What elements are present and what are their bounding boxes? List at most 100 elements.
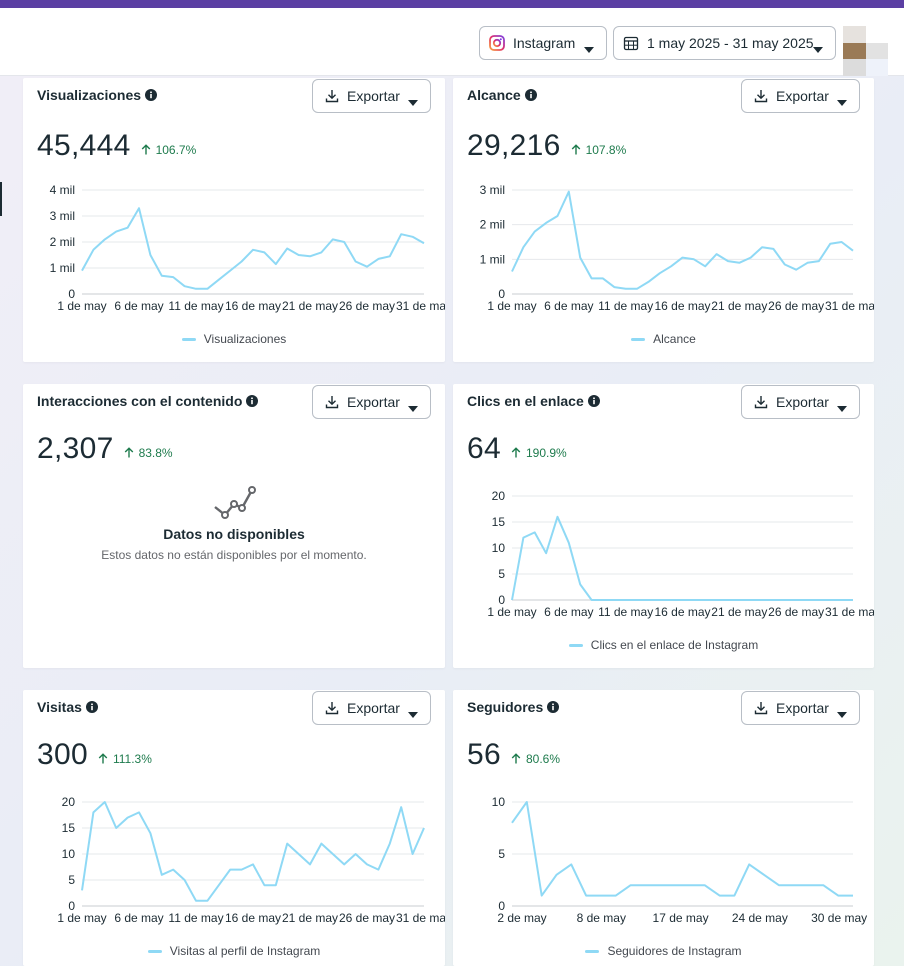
legend-swatch bbox=[568, 643, 583, 647]
x-tick-label: 24 de may bbox=[732, 911, 788, 925]
metric: 64 190.9% bbox=[467, 432, 567, 466]
info-icon[interactable] bbox=[246, 395, 259, 407]
info-icon[interactable] bbox=[547, 701, 560, 713]
x-tick-label: 16 de may bbox=[654, 605, 710, 619]
legend-label: Clics en el enlace de Instagram bbox=[590, 638, 759, 652]
arrow-up-icon bbox=[124, 447, 133, 458]
y-tick-label: 1 mil bbox=[50, 261, 75, 275]
x-tick-label: 31 de may bbox=[396, 299, 445, 313]
card-title-visits: Visitas bbox=[37, 699, 98, 715]
y-tick-label: 20 bbox=[492, 489, 506, 503]
top-accent-stripe bbox=[0, 0, 904, 8]
no-data-chart-icon bbox=[214, 486, 256, 519]
metric-value: 45,444 bbox=[37, 129, 131, 162]
export-button[interactable]: Exportar bbox=[741, 385, 860, 419]
legend-label: Seguidores de Instagram bbox=[607, 944, 742, 958]
info-icon[interactable] bbox=[524, 89, 537, 101]
platform-select-label: Instagram bbox=[513, 35, 576, 51]
y-tick-label: 10 bbox=[492, 795, 506, 809]
platform-select[interactable]: Instagram bbox=[479, 26, 607, 60]
series-line bbox=[81, 207, 425, 290]
download-icon bbox=[325, 701, 339, 715]
date-range-select[interactable]: 1 may 2025 - 31 may 2025 bbox=[613, 26, 836, 60]
card-title-interactions: Interacciones con el contenido bbox=[37, 393, 259, 409]
metric-delta: 80.6% bbox=[511, 752, 560, 766]
card-reach: Alcance Exportar 29,216 107.8% 0 1 mil 2 m… bbox=[453, 78, 874, 362]
x-tick-label: 11 de may bbox=[168, 299, 223, 313]
metric-delta: 111.3% bbox=[98, 752, 152, 766]
card-title-link-clicks: Clics en el enlace bbox=[467, 393, 600, 409]
card-title-text: Visitas bbox=[37, 699, 82, 715]
export-button[interactable]: Exportar bbox=[312, 79, 431, 113]
x-tick-label: 21 de may bbox=[711, 605, 767, 619]
info-icon[interactable] bbox=[145, 89, 158, 101]
line-chart: 0 5 10 2 de may 8 de may 17 de may 24 de may 30… bbox=[492, 795, 868, 925]
x-tick-label: 26 de may bbox=[768, 299, 824, 313]
y-tick-label: 5 bbox=[498, 567, 505, 581]
metric-delta: 83.8% bbox=[124, 446, 173, 460]
y-tick-label: 10 bbox=[62, 847, 76, 861]
info-icon[interactable] bbox=[85, 701, 98, 713]
metric-delta: 106.7% bbox=[141, 142, 197, 157]
chevron-down-icon bbox=[837, 93, 847, 109]
chart-legend: Alcance bbox=[453, 332, 874, 346]
metric-value: 2,307 bbox=[37, 432, 114, 465]
x-tick-label: 1 de may bbox=[487, 605, 536, 619]
chevron-down-icon bbox=[837, 705, 847, 721]
download-icon bbox=[325, 89, 339, 103]
x-tick-label: 17 de may bbox=[653, 911, 709, 925]
x-tick-label: 8 de may bbox=[577, 911, 626, 925]
export-label: Exportar bbox=[347, 700, 400, 716]
y-tick-label: 15 bbox=[62, 821, 76, 835]
x-tick-label: 11 de may bbox=[598, 299, 653, 313]
metric-delta-text: 80.6% bbox=[525, 751, 561, 766]
metric-value: 300 bbox=[37, 738, 88, 771]
side-handle bbox=[0, 182, 2, 216]
x-tick-label: 21 de may bbox=[282, 911, 338, 925]
legend-label: Alcance bbox=[653, 332, 696, 346]
y-tick-label: 0 bbox=[68, 287, 75, 301]
instagram-icon bbox=[489, 35, 505, 51]
x-tick-label: 21 de may bbox=[711, 299, 767, 313]
card-title-followers: Seguidores bbox=[467, 699, 560, 715]
x-tick-label: 6 de may bbox=[114, 299, 163, 313]
legend-swatch bbox=[585, 949, 600, 953]
download-icon bbox=[754, 395, 768, 409]
card-visits: Visitas Exportar 300 111.3% 0 5 10 15 20 1 de… bbox=[23, 690, 445, 966]
export-label: Exportar bbox=[776, 700, 829, 716]
x-tick-label: 6 de may bbox=[114, 911, 163, 925]
line-chart: 0 5 10 15 20 1 de may 6 de may 11 de may 16 de m… bbox=[57, 795, 445, 925]
download-icon bbox=[325, 395, 339, 409]
x-tick-label: 30 de may bbox=[811, 911, 867, 925]
card-title-views: Visualizaciones bbox=[37, 87, 158, 103]
metric: 29,216 107.8% bbox=[467, 129, 626, 163]
chevron-down-icon bbox=[813, 40, 823, 56]
card-followers: Seguidores Exportar 56 80.6% 0 5 10 2 de ma… bbox=[453, 690, 874, 966]
arrow-up-icon bbox=[98, 753, 108, 764]
metric-delta: 190.9% bbox=[511, 446, 567, 460]
line-chart: 0 1 mil 2 mil 3 mil 4 mil 1 de may 6 de may 11 … bbox=[50, 183, 445, 313]
export-button[interactable]: Exportar bbox=[312, 385, 431, 419]
x-tick-label: 26 de may bbox=[339, 299, 395, 313]
chevron-down-icon bbox=[837, 399, 847, 415]
x-tick-label: 31 de may bbox=[825, 299, 874, 313]
empty-state-text: Estos datos no están disponibles por el … bbox=[101, 548, 367, 562]
chevron-down-icon bbox=[408, 705, 418, 721]
info-icon[interactable] bbox=[587, 395, 600, 407]
y-tick-label: 15 bbox=[492, 515, 506, 529]
arrow-up-icon bbox=[571, 144, 580, 155]
arrow-up-icon bbox=[511, 753, 521, 764]
x-tick-label: 26 de may bbox=[339, 911, 395, 925]
legend-label: Visitas al perfil de Instagram bbox=[169, 944, 321, 958]
export-button[interactable]: Exportar bbox=[741, 691, 860, 725]
export-button[interactable]: Exportar bbox=[741, 79, 860, 113]
avatar[interactable] bbox=[843, 26, 889, 76]
y-tick-label: 0 bbox=[498, 899, 505, 913]
card-views: Visualizaciones Exportar 45,444 106.7% 0… bbox=[23, 78, 445, 362]
legend-swatch bbox=[147, 949, 162, 953]
y-tick-label: 10 bbox=[492, 541, 506, 555]
y-tick-label: 0 bbox=[68, 899, 75, 913]
x-tick-label: 16 de may bbox=[225, 911, 281, 925]
export-button[interactable]: Exportar bbox=[312, 691, 431, 725]
metric-delta-text: 106.7% bbox=[155, 142, 197, 157]
